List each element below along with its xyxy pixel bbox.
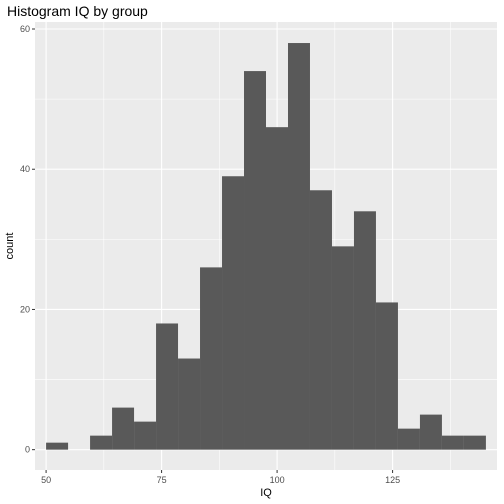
y-axis: 0 20 40 60 <box>20 24 35 455</box>
histogram-bar <box>46 442 69 450</box>
x-tick-label: 125 <box>385 475 400 485</box>
x-tick-label: 100 <box>270 475 285 485</box>
histogram-bar <box>353 211 376 450</box>
x-axis: 50 75 100 125 <box>41 470 400 485</box>
x-tick-label: 75 <box>157 475 167 485</box>
chart-title: Histogram IQ by group <box>7 3 148 19</box>
histogram-bar <box>419 414 442 450</box>
histogram-bar <box>309 190 332 450</box>
histogram-bar <box>178 358 201 450</box>
histogram-bar <box>287 43 310 450</box>
y-tick-label: 0 <box>25 445 30 455</box>
x-tick-label: 50 <box>41 475 51 485</box>
histogram-bar <box>222 176 245 450</box>
histogram-bar <box>112 407 135 450</box>
y-tick-label: 40 <box>20 164 30 174</box>
histogram-bars <box>46 43 486 450</box>
histogram-bar <box>200 267 223 450</box>
y-axis-title: count <box>4 233 16 260</box>
histogram-bar <box>156 323 179 450</box>
histogram-bar <box>397 428 420 450</box>
histogram-bar <box>134 421 157 450</box>
histogram-bar <box>441 435 464 450</box>
histogram-bar <box>244 71 266 450</box>
histogram-bar <box>463 435 486 450</box>
histogram-bar <box>331 246 354 450</box>
x-axis-title: IQ <box>260 487 272 499</box>
histogram-bar <box>266 127 288 450</box>
histogram-bar <box>375 302 398 450</box>
histogram-bar <box>90 435 113 450</box>
y-tick-label: 20 <box>20 304 30 314</box>
y-tick-label: 60 <box>20 24 30 34</box>
